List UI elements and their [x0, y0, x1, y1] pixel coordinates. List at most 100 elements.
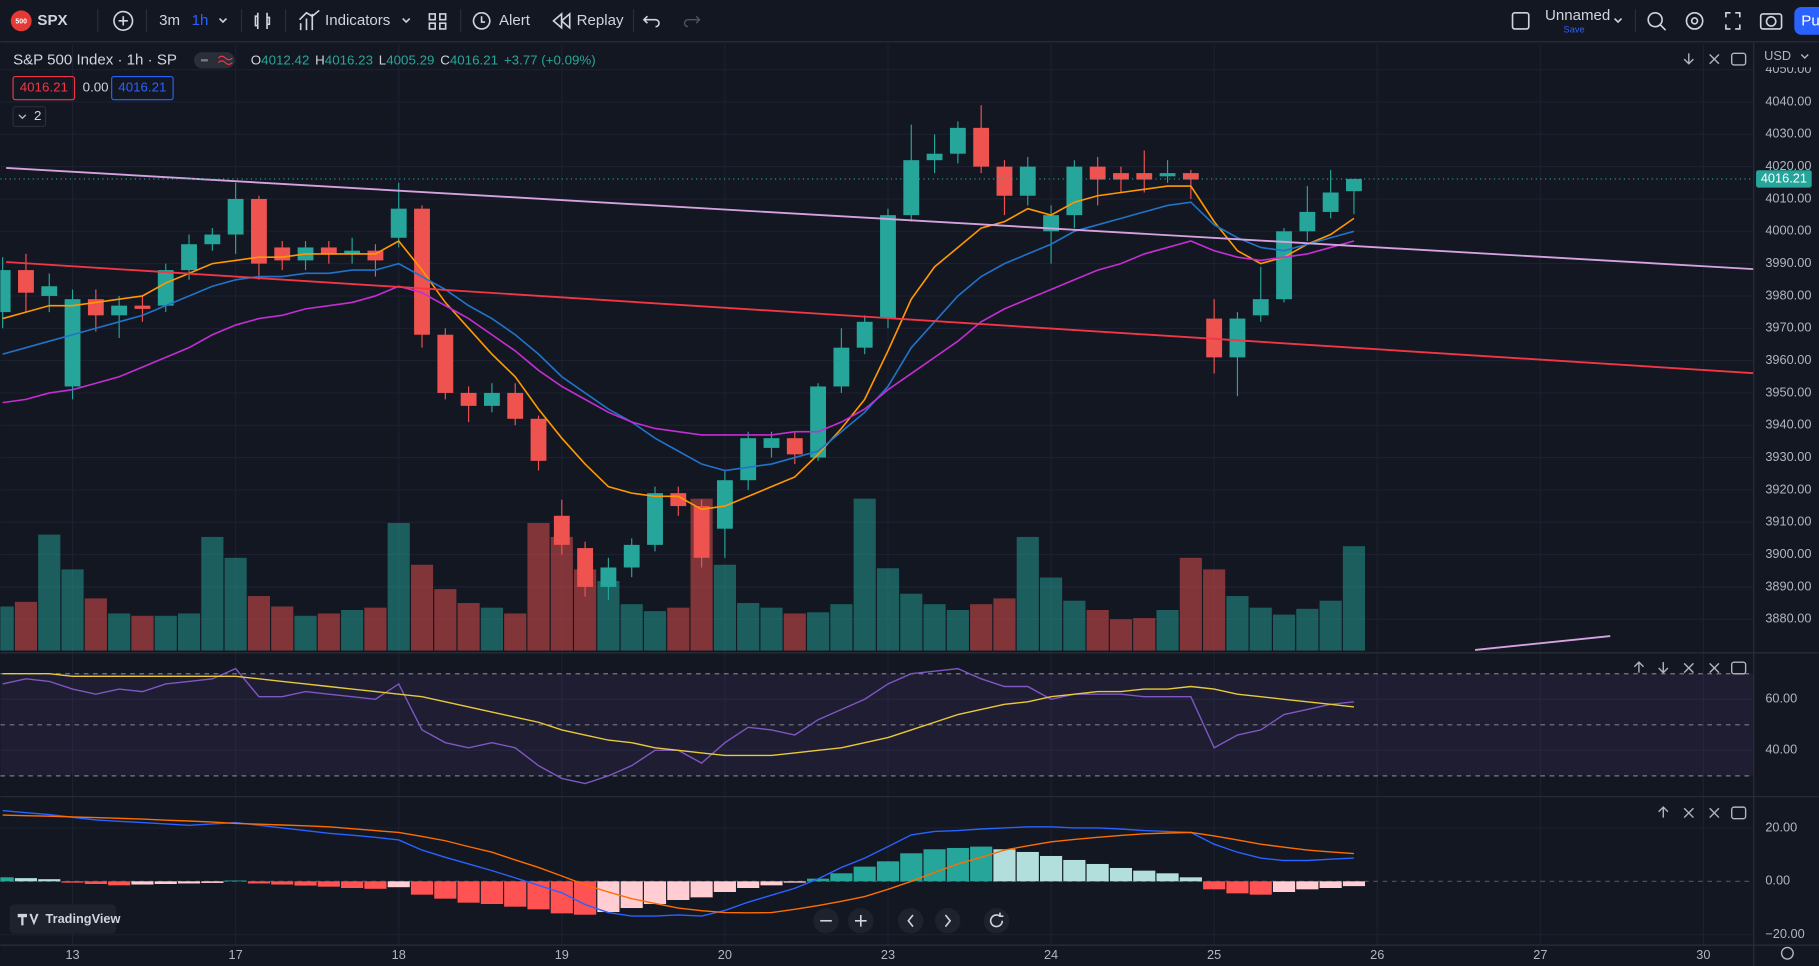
search-button[interactable] [1647, 11, 1663, 28]
histogram-bar [504, 881, 527, 907]
redo-button[interactable] [683, 15, 701, 28]
templates-button[interactable] [428, 13, 447, 30]
histogram-bar [457, 881, 480, 903]
candle-body [390, 208, 407, 238]
indicators-button[interactable]: Indicators [325, 12, 390, 29]
volume-bar [1063, 600, 1086, 651]
sell-box[interactable] [12, 75, 76, 101]
spread: 0.00 [83, 80, 109, 95]
histogram-bar [1342, 881, 1366, 887]
histogram-bar [970, 846, 993, 882]
histogram-bar [713, 881, 736, 893]
ohlc-row: O4012.42 H4016.23 L4005.29 C4016.21 +3.77 (+… [251, 52, 596, 67]
indicator-line [2, 814, 1354, 914]
volume-bar [597, 580, 620, 651]
currency[interactable]: USD [1764, 48, 1791, 63]
histogram-bar [1272, 881, 1296, 893]
pane-button[interactable] [1683, 807, 1694, 819]
pane-button[interactable] [1709, 807, 1720, 819]
histogram-bar [84, 881, 107, 884]
histogram-bar [1249, 881, 1272, 895]
x-tick-label: 17 [229, 947, 243, 962]
add-symbol-button[interactable] [113, 10, 134, 31]
pane-button[interactable] [1658, 662, 1669, 674]
pane-button[interactable] [1731, 661, 1747, 675]
interval-button[interactable]: 1h [192, 12, 209, 29]
symbol[interactable]: SPX [37, 12, 67, 29]
buy-box[interactable] [111, 75, 174, 101]
fullscreen-button[interactable] [1725, 11, 1741, 30]
candle-body [530, 418, 547, 461]
pane-button[interactable] [1633, 661, 1645, 673]
logo-box[interactable] [9, 904, 117, 934]
candle-body [1159, 173, 1176, 177]
save-label[interactable]: Save [1564, 25, 1585, 35]
undo-button[interactable] [642, 15, 660, 28]
pane-button[interactable] [1683, 53, 1694, 65]
layout-menu[interactable] [1614, 17, 1623, 24]
histogram-bar [294, 881, 317, 886]
indicator-line [2, 240, 1355, 436]
last-price-label: 4016.21 [1761, 170, 1807, 185]
candle-body [716, 480, 733, 529]
histogram-bar [807, 878, 830, 882]
replay-button[interactable]: Replay [577, 12, 624, 29]
candle-body [1182, 173, 1199, 180]
rsi-buttons [1633, 661, 1747, 675]
symbol-badge[interactable] [10, 10, 32, 32]
histogram-bar [1039, 855, 1063, 882]
pane-button[interactable] [1731, 806, 1747, 820]
histogram-bar [1319, 881, 1342, 888]
ohlc-label: O [251, 52, 261, 67]
volume-bar [527, 523, 550, 651]
publish-button[interactable] [1794, 6, 1819, 35]
volume-bar [643, 611, 667, 651]
interval-menu[interactable] [218, 17, 228, 24]
currency-menu[interactable] [1800, 54, 1809, 59]
pane-button[interactable] [1709, 54, 1720, 65]
interval-button[interactable]: 3m [159, 12, 180, 29]
reset-button[interactable] [983, 908, 1010, 934]
candle-body [1089, 166, 1106, 180]
histogram-bar [1016, 851, 1039, 882]
layout-checkbox[interactable] [1511, 11, 1530, 30]
chart-type-button[interactable] [254, 12, 271, 29]
candle-body [437, 334, 454, 393]
candle-body [1252, 299, 1269, 316]
y-tick-label: 3910.00 [1765, 514, 1811, 529]
toolbar: 500 SPX 3m 1h Indicators Alert Replay Un… [0, 6, 1819, 43]
price-pane [0, 105, 1754, 651]
histogram-bar [783, 881, 806, 883]
histogram-bar [900, 853, 923, 882]
left-icon [907, 914, 914, 928]
collapse-box[interactable] [12, 106, 47, 127]
y-tick-label: 4010.00 [1765, 190, 1811, 205]
candle-body [320, 247, 337, 254]
volume-bar [620, 604, 643, 651]
layout-name[interactable]: Unnamed [1545, 7, 1610, 24]
volume-bar [1133, 618, 1156, 651]
pane-button[interactable] [1658, 806, 1669, 818]
pane-button[interactable] [1731, 52, 1747, 66]
candle-body [926, 153, 943, 161]
pane-button[interactable] [1683, 662, 1694, 674]
histogram-bar [480, 881, 503, 905]
x-tick-label: 20 [718, 947, 732, 962]
histogram-bar [1156, 873, 1179, 882]
scroll-right-button[interactable] [935, 908, 961, 934]
histogram-bar [597, 881, 620, 913]
settings-button[interactable] [1685, 11, 1704, 30]
candle-body [507, 392, 524, 419]
ohlc-value: 4012.42 [261, 52, 309, 67]
indicators-menu[interactable] [402, 17, 411, 24]
scroll-left-button[interactable] [897, 908, 924, 934]
candle-body [134, 305, 151, 309]
snapshot-button[interactable] [1759, 13, 1783, 30]
status-pill[interactable] [193, 52, 235, 69]
pane-button[interactable] [1709, 662, 1720, 674]
axis-settings-button[interactable] [1780, 946, 1794, 960]
alert-button[interactable]: Alert [499, 12, 531, 29]
trend-line [6, 167, 1754, 271]
